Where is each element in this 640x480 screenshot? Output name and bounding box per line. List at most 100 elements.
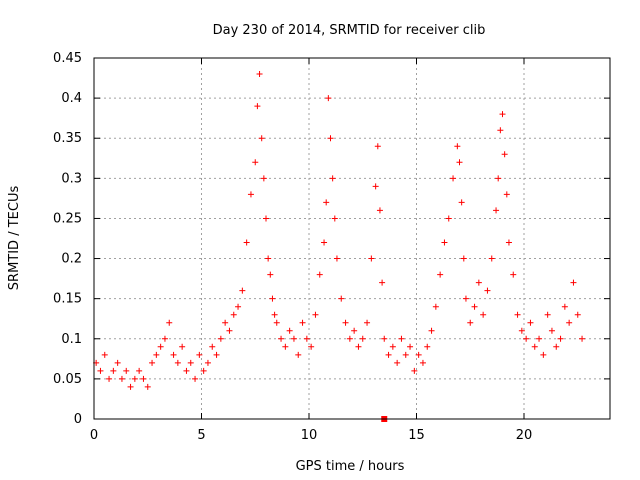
data-point (540, 351, 547, 358)
data-point (254, 103, 261, 110)
data-point (256, 71, 263, 78)
y-tick-label: 0.45 (53, 51, 82, 66)
data-point (342, 319, 349, 326)
data-point (338, 295, 345, 302)
x-tick-label: 10 (301, 428, 318, 443)
data-point (106, 375, 113, 382)
data-point (127, 383, 134, 390)
data-point (213, 351, 220, 358)
data-point (282, 343, 289, 350)
data-point (131, 375, 138, 382)
x-tick-label: 20 (516, 428, 533, 443)
plot-frame (93, 57, 611, 420)
data-point (359, 335, 366, 342)
data-point (269, 295, 276, 302)
data-point (161, 335, 168, 342)
data-point (101, 351, 108, 358)
data-point (407, 343, 414, 350)
data-point (110, 367, 117, 374)
data-point (441, 239, 448, 246)
data-point (445, 215, 452, 222)
data-point (260, 175, 267, 182)
data-point (579, 335, 586, 342)
data-point (136, 367, 143, 374)
data-point (574, 311, 581, 318)
data-point (419, 359, 426, 366)
data-point (499, 111, 506, 118)
data-point (118, 375, 125, 382)
data-point (331, 215, 338, 222)
data-point (263, 215, 269, 222)
data-point (501, 151, 508, 158)
data-point (153, 351, 160, 358)
data-point (389, 343, 396, 350)
data-point (273, 319, 280, 326)
data-point (415, 351, 422, 358)
x-tick-label: 0 (90, 428, 98, 443)
data-point (488, 255, 495, 262)
y-tick-labels: 0 0.05 0.1 0.15 0.2 0.25 0.3 0.35 0.4 0.45 (53, 51, 82, 427)
data-point (247, 191, 254, 198)
data-point (561, 303, 568, 310)
y-axis-label: SRMTID / TECUs (7, 186, 22, 291)
data-point (368, 255, 375, 262)
data-point (570, 279, 577, 286)
data-point (157, 343, 164, 350)
data-point (557, 335, 564, 342)
data-point (149, 359, 156, 366)
data-point (553, 343, 560, 350)
data-point (364, 319, 371, 326)
y-tick-label: 0.3 (61, 171, 82, 186)
x-axis-label: GPS time / hours (296, 459, 405, 474)
data-point (204, 359, 211, 366)
data-point (183, 367, 190, 374)
data-point (114, 359, 121, 366)
data-point (510, 271, 517, 278)
data-points (93, 71, 586, 422)
data-point (192, 375, 199, 382)
data-point (329, 175, 336, 182)
data-point (394, 359, 401, 366)
data-point (333, 255, 340, 262)
data-point (187, 359, 194, 366)
data-point (450, 175, 457, 182)
data-point (200, 367, 207, 374)
data-point (271, 311, 278, 318)
data-point (372, 183, 379, 190)
data-point (170, 351, 177, 358)
data-point (140, 375, 147, 382)
data-point (265, 255, 272, 262)
data-point (303, 335, 310, 342)
data-point (385, 351, 392, 358)
y-tick-label: 0 (74, 412, 82, 427)
data-point (308, 343, 315, 350)
data-point (566, 319, 573, 326)
data-point (123, 367, 130, 374)
data-point (379, 279, 386, 286)
data-point (432, 303, 439, 310)
data-point (235, 303, 242, 310)
data-point (462, 295, 469, 302)
data-point (411, 367, 418, 374)
data-point (295, 351, 302, 358)
data-point (316, 271, 323, 278)
data-point (454, 143, 461, 150)
data-point (475, 279, 482, 286)
data-point (179, 343, 186, 350)
data-point (381, 335, 388, 342)
data-point (323, 199, 330, 206)
data-point (196, 351, 203, 358)
data-point (374, 143, 381, 150)
x-tick-labels: 0 5 10 15 20 (90, 428, 532, 443)
grid-lines (94, 58, 610, 419)
data-point (428, 327, 435, 334)
data-point (471, 303, 478, 310)
data-point (424, 343, 431, 350)
chart-title: Day 230 of 2014, SRMTID for receiver cli… (213, 23, 486, 38)
axis-ticks (93, 57, 610, 420)
data-point (456, 159, 463, 166)
y-tick-label: 0.4 (61, 91, 82, 106)
data-point (258, 135, 265, 142)
data-point (97, 367, 104, 374)
data-point (484, 287, 491, 294)
